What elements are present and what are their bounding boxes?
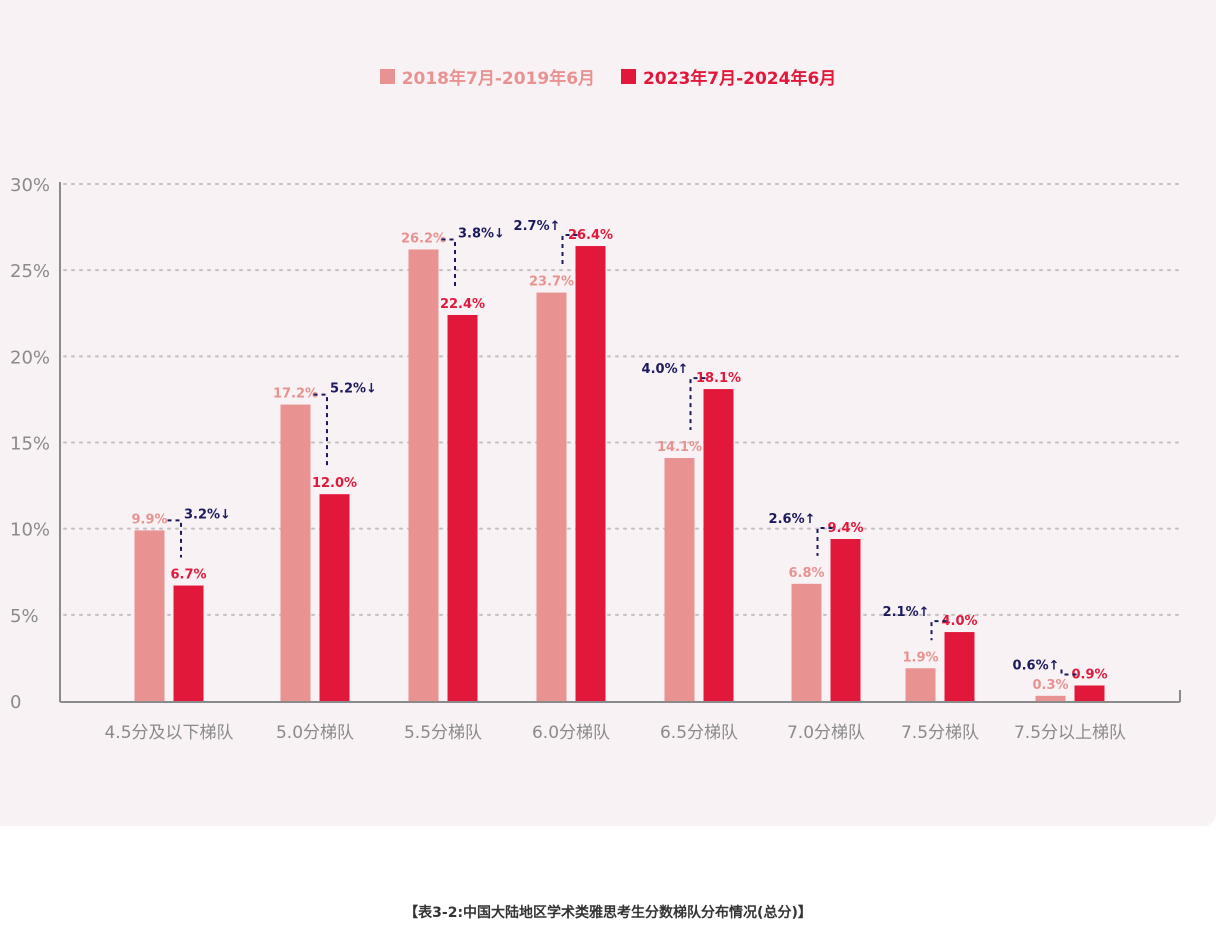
bar-value-label: 6.7%: [170, 568, 206, 583]
bar-series-b: [830, 539, 861, 701]
x-tick-label: 5.5分梯队: [404, 723, 482, 743]
bar-value-label: 1.9%: [902, 650, 938, 665]
y-tick-label: 25%: [10, 261, 50, 282]
diff-bracket: [313, 393, 328, 467]
y-tick-label: 10%: [10, 520, 50, 541]
diff-label: 4.0%↑: [642, 362, 689, 377]
legend-label: 2023年7月-2024年6月: [642, 69, 837, 89]
bars: 9.9% 6.7% 17.2% 12.0% 26.2% 22.4% 23.7% 26.4% 14…: [131, 228, 1108, 702]
bar-value-label: 12.0%: [312, 476, 357, 491]
bar-value-label: 0.3%: [1032, 678, 1068, 693]
x-tick-label: 6.5分梯队: [660, 723, 738, 743]
y-tick-label: 15%: [10, 434, 50, 455]
y-tick-label: 5%: [10, 606, 39, 627]
chart-legend: 2018年7月-2019年6月 2023年7月-2024年6月: [0, 64, 1216, 89]
legend-item-series-a: 2018年7月-2019年6月: [379, 64, 596, 89]
diff-bracket: [816, 527, 833, 556]
diff-label: 3.2%↓: [184, 507, 231, 522]
bar-series-b: [319, 494, 350, 701]
bar-series-b: [447, 314, 478, 701]
x-tick-label: 7.5分以上梯队: [1014, 723, 1126, 743]
bar-series-a: [134, 530, 165, 701]
diff-bracket: [167, 519, 182, 558]
bar-value-label: 14.1%: [657, 440, 702, 455]
bar-value-label: 9.9%: [131, 512, 167, 527]
diff-label: 0.6%↑: [1013, 658, 1060, 673]
bar-series-a: [1035, 695, 1066, 701]
diff-label: 5.2%↓: [330, 382, 377, 397]
y-tick-label: 20%: [10, 347, 50, 368]
diff-bracket: [561, 234, 578, 265]
bar-value-label: 6.8%: [788, 566, 824, 581]
bar-value-label: 9.4%: [827, 521, 863, 536]
bar-series-b: [1074, 685, 1105, 701]
bar-value-label: 23.7%: [529, 275, 574, 290]
bar-series-b: [173, 585, 204, 701]
bar-series-b: [703, 389, 734, 701]
diff-label: 2.6%↑: [769, 512, 816, 527]
diff-bracket: [689, 377, 706, 431]
diff-bracket: [930, 620, 947, 641]
bar-series-a: [408, 249, 439, 701]
bar-value-label: 4.0%: [941, 614, 977, 629]
difference-annotations: 3.2%↓ 5.2%↓ 3.8%↓ 2.7%↑ 4.0%↑ 2.6%↑ 2.1%↑ 0.6%↑: [167, 219, 1077, 676]
y-axis-ticks: 0 5% 10% 15% 20% 25% 30%: [10, 175, 50, 713]
x-axis-labels: 4.5分及以下梯队 5.0分梯队 5.5分梯队 6.0分梯队 6.5分梯队 7.0分梯队 7…: [104, 723, 1126, 743]
bar-series-b: [944, 632, 975, 701]
diff-label: 3.8%↓: [458, 226, 505, 241]
bar-value-label: 17.2%: [273, 387, 318, 402]
diff-bracket: [1060, 667, 1077, 676]
bar-value-label: 26.2%: [401, 231, 446, 246]
bar-series-a: [536, 292, 567, 701]
chart-panel: 2018年7月-2019年6月 2023年7月-2024年6月 0 5% 10% 15…: [0, 0, 1216, 826]
bar-value-label: 26.4%: [568, 228, 613, 243]
bar-series-a: [280, 404, 311, 701]
bar-value-label: 0.9%: [1071, 667, 1107, 682]
x-tick-label: 7.5分梯队: [901, 723, 979, 743]
bar-chart: 0 5% 10% 15% 20% 25% 30% 9.9% 6.7% 17.2% 12.0% 26.…: [10, 175, 1181, 743]
x-tick-label: 7.0分梯队: [787, 723, 865, 743]
x-tick-label: 4.5分及以下梯队: [104, 723, 233, 743]
bar-value-label: 18.1%: [696, 371, 741, 386]
x-tick-label: 5.0分梯队: [276, 723, 354, 743]
legend-swatch-icon: [379, 69, 395, 84]
diff-bracket: [441, 238, 456, 287]
bar-value-label: 22.4%: [440, 297, 485, 312]
bar-series-a: [664, 458, 695, 701]
bar-series-a: [791, 583, 822, 701]
y-tick-label: 30%: [10, 175, 50, 196]
x-tick-label: 6.0分梯队: [532, 723, 610, 743]
y-tick-label: 0: [10, 692, 21, 713]
legend-label: 2018年7月-2019年6月: [401, 69, 596, 89]
bar-series-a: [905, 668, 936, 701]
axes: [59, 182, 1181, 703]
diff-label: 2.7%↑: [514, 219, 561, 234]
gridlines: [63, 183, 1181, 616]
diff-label: 2.1%↑: [883, 605, 930, 620]
legend-swatch-icon: [620, 69, 636, 84]
legend-item-series-b: 2023年7月-2024年6月: [620, 64, 837, 89]
bar-series-b: [575, 246, 606, 702]
chart-caption: 【表3-2:中国大陆地区学术类雅思考生分数梯队分布情况(总分)】: [404, 905, 812, 921]
